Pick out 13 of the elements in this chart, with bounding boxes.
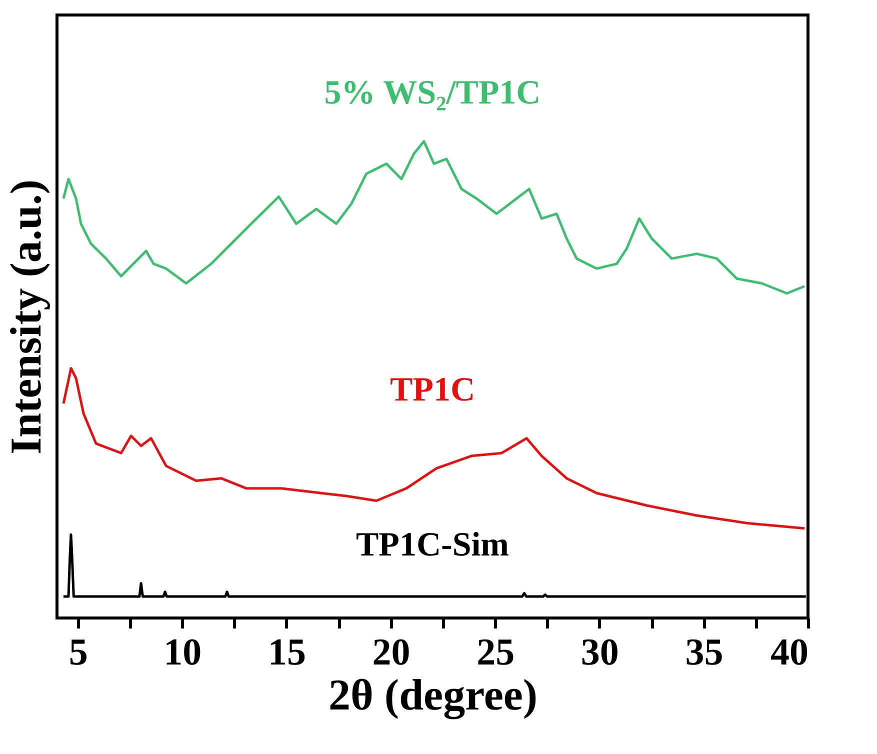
x-tick-label: 35 xyxy=(685,632,724,674)
x-tick-label: 30 xyxy=(580,632,619,674)
x-axis-title: 2θ (degree) xyxy=(328,670,538,720)
series-label: TP1C-Sim xyxy=(356,526,509,564)
y-axis-title: Intensity (a.u.) xyxy=(2,179,50,455)
series-label: 5% WS₂/TP1C xyxy=(324,74,541,112)
x-tick-label: 10 xyxy=(164,632,202,674)
x-tick-label: 5 xyxy=(68,632,88,674)
x-tick-label: 40 xyxy=(770,632,808,674)
x-tick-label: 15 xyxy=(268,632,306,674)
series-label: TP1C xyxy=(390,372,475,409)
x-tick-label: 20 xyxy=(372,632,410,674)
x-tick-label: 25 xyxy=(476,632,515,674)
